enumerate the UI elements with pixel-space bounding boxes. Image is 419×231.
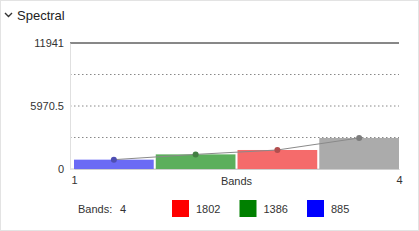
minor-grid-line	[70, 74, 399, 75]
title: Spectral	[17, 8, 65, 23]
x-axis-title: Bands	[221, 175, 253, 187]
x-tick-label: 1	[71, 174, 77, 186]
marker	[193, 151, 199, 157]
y-tick: 5970.5	[30, 100, 70, 112]
legend-value: 885	[331, 203, 349, 215]
marker	[356, 135, 362, 141]
grid	[70, 43, 399, 169]
legend-swatch	[307, 200, 324, 217]
y-tick-label: 0	[58, 163, 64, 175]
y-tick: 11941	[34, 37, 70, 49]
legend-value: 1802	[196, 203, 220, 215]
y-axis: 0 5970.5 11941	[30, 37, 70, 175]
grid-line	[70, 106, 399, 107]
minor-grid-line	[70, 137, 399, 138]
marker	[274, 147, 280, 153]
y-tick: 0	[58, 163, 70, 175]
legend-swatch	[172, 200, 189, 217]
y-tick-label: 5970.5	[30, 100, 64, 112]
chart: Spectral 0 5970.5 11941 1 4 Bands Bands: 4 1802 13…	[0, 0, 419, 231]
x-tick: 1	[71, 169, 77, 186]
collapse-chevron[interactable]	[5, 13, 12, 17]
y-axis-line	[70, 44, 71, 170]
legend-swatch	[240, 200, 257, 217]
legend-value: 1386	[264, 203, 288, 215]
legend: Bands: 4 1802 1386 885	[78, 200, 349, 217]
panel-frame	[1, 1, 419, 231]
grid-line	[70, 43, 399, 44]
y-tick-label: 11941	[34, 37, 64, 49]
plot-area	[74, 135, 399, 169]
x-axis-line	[75, 169, 400, 170]
marker	[111, 157, 117, 163]
profile-line	[114, 138, 359, 160]
band-count: 4	[120, 203, 126, 215]
x-tick: 4	[396, 169, 402, 186]
x-tick-label: 4	[396, 174, 402, 186]
bar	[319, 138, 399, 169]
legend-title: Bands:	[78, 203, 112, 215]
